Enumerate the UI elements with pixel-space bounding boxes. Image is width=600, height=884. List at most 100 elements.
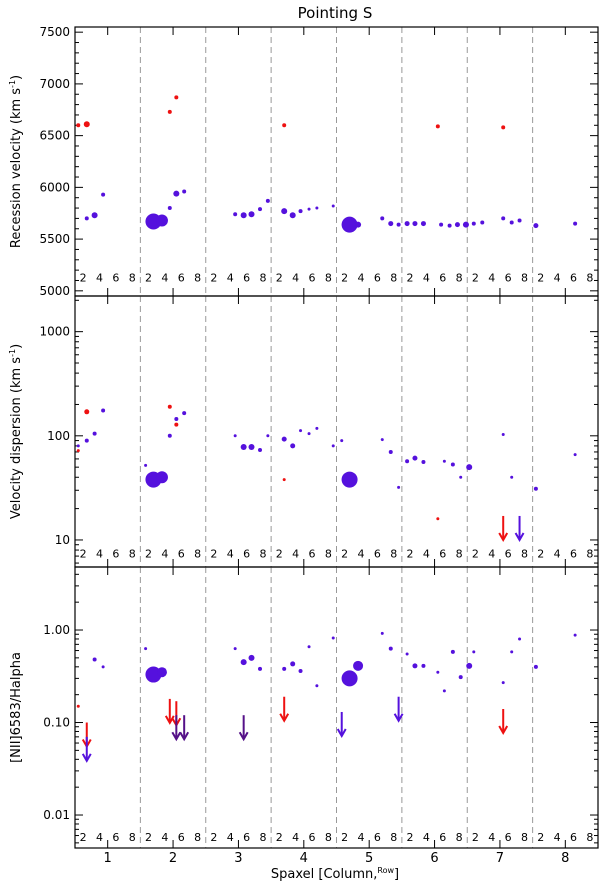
data-point — [307, 645, 311, 649]
panel-recession-velocity: 2 4 6 8 2 4 6 8 2 4 6 8 2 4 6 8 2 4 6 8 2 4 6 8 2 4 6 8 2 4 6 850005500… — [8, 25, 599, 298]
data-point — [518, 637, 522, 641]
data-point — [298, 209, 303, 214]
data-point — [155, 214, 168, 227]
upper-limit-arrow — [179, 715, 190, 742]
data-point — [388, 449, 393, 454]
y-axis-label-sup: -1 — [8, 80, 17, 88]
data-point — [509, 220, 514, 225]
panel-nii-halpha: 2 4 6 8 2 4 6 8 2 4 6 8 2 4 6 8 2 4 6 8 2 4 6 8 2 4 6 8 2 4 6 80.010.10… — [9, 566, 599, 849]
data-point — [331, 204, 335, 208]
data-point — [380, 216, 385, 221]
data-point — [439, 222, 444, 227]
row-label: 8 — [129, 271, 136, 284]
upper-limit-arrow — [498, 709, 509, 736]
row-label: 8 — [521, 271, 528, 284]
data-point — [282, 478, 286, 482]
row-label: 4 — [227, 831, 234, 844]
data-point — [155, 471, 168, 484]
upper-limit-arrow — [238, 715, 249, 742]
row-label: 6 — [439, 831, 446, 844]
row-label: 8 — [259, 271, 266, 284]
y-tick-label: 5000 — [39, 284, 70, 298]
y-tick-label: 1000 — [39, 325, 70, 339]
row-label: 2 — [145, 831, 152, 844]
y-tick-label: 100 — [47, 429, 70, 443]
row-label: 4 — [554, 548, 561, 561]
row-label: 6 — [505, 831, 512, 844]
data-point — [266, 434, 270, 438]
data-point — [436, 517, 440, 521]
data-point — [341, 216, 358, 233]
data-point — [182, 411, 187, 416]
data-point — [167, 206, 172, 211]
row-label: 6 — [308, 271, 315, 284]
row-label: 8 — [325, 271, 332, 284]
data-point — [76, 449, 80, 453]
row-label: 4 — [227, 271, 234, 284]
data-point — [144, 647, 148, 651]
upper-limit-arrow — [336, 711, 347, 738]
row-label: 6 — [308, 548, 315, 561]
upper-limit-arrow — [81, 736, 92, 763]
data-point — [573, 221, 578, 226]
data-point — [233, 212, 238, 217]
row-label: 2 — [80, 271, 87, 284]
row-label: 4 — [227, 548, 234, 561]
upper-limit-arrow — [393, 696, 404, 723]
row-label: 6 — [243, 548, 250, 561]
data-point — [182, 189, 187, 194]
panel-velocity-dispersion: 2 4 6 8 2 4 6 8 2 4 6 8 2 4 6 8 2 4 6 8 2 4 6 8 2 4 6 8 2 4 6 810100100… — [8, 295, 599, 568]
data-point — [442, 689, 446, 693]
row-label: 6 — [178, 548, 185, 561]
row-label: 6 — [505, 271, 512, 284]
row-label: 8 — [259, 831, 266, 844]
data-point — [388, 221, 394, 227]
row-label: 8 — [129, 831, 136, 844]
row-label: 6 — [570, 271, 577, 284]
row-label: 2 — [472, 548, 479, 561]
data-point — [573, 453, 577, 457]
x-axis-ticks: 1 2 3 4 5 6 7 8 — [104, 851, 570, 866]
row-label: 4 — [292, 548, 299, 561]
row-label: 4 — [554, 831, 561, 844]
row-label: 4 — [358, 271, 365, 284]
row-label: 2 — [472, 831, 479, 844]
upper-limit-arrow — [279, 696, 290, 723]
y-axis-ticks: 0.01 0.10 1.00 — [43, 573, 598, 844]
row-label: 4 — [423, 548, 430, 561]
y-axis-label-text: [NII]6583/Halpha — [9, 652, 24, 763]
y-axis-label-sup: -1 — [8, 349, 17, 357]
data-point — [282, 666, 287, 671]
row-label: 4 — [488, 548, 495, 561]
row-label: 8 — [390, 548, 397, 561]
data-point — [281, 208, 288, 215]
row-label: 8 — [390, 831, 397, 844]
data-point — [412, 221, 418, 227]
data-point — [412, 455, 418, 461]
data-point — [421, 460, 426, 465]
data-point — [315, 426, 319, 430]
row-label: 8 — [521, 548, 528, 561]
data-point — [420, 221, 426, 227]
upper-limit-arrow — [514, 515, 525, 542]
row-label: 6 — [374, 548, 381, 561]
data-point — [340, 439, 344, 443]
row-label: 4 — [96, 548, 103, 561]
upper-limit-arrow — [498, 515, 509, 542]
x-tick-label: 5 — [365, 851, 373, 866]
data-point — [84, 409, 90, 415]
data-point — [447, 223, 452, 228]
x-tick-label: 4 — [300, 851, 308, 866]
row-label: 4 — [554, 271, 561, 284]
data-point — [501, 216, 506, 221]
y-tick-label: 6000 — [39, 180, 70, 194]
row-label: 4 — [161, 831, 168, 844]
data-point — [341, 471, 358, 488]
data-point — [167, 404, 172, 409]
data-point — [454, 222, 460, 228]
data-point — [233, 434, 237, 438]
row-label: 2 — [341, 271, 348, 284]
data-point — [91, 212, 98, 219]
data-point — [101, 192, 106, 197]
